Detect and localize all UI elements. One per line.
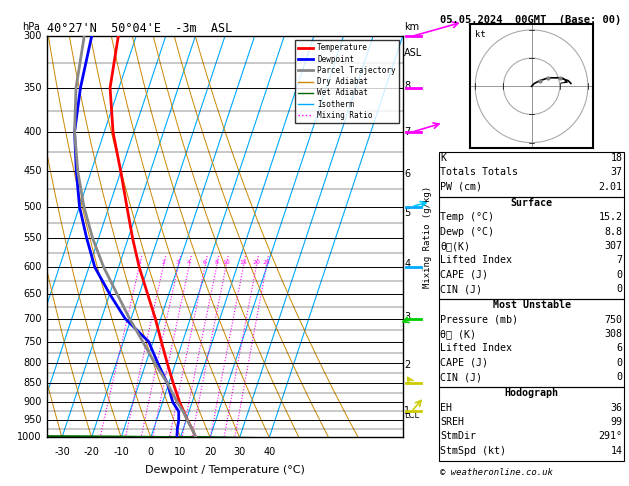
Text: 750: 750 [23, 337, 42, 347]
Text: kt: kt [475, 30, 486, 39]
Text: 37: 37 [611, 167, 623, 177]
Text: Most Unstable: Most Unstable [493, 300, 571, 311]
Text: LCL: LCL [404, 411, 420, 419]
Text: 850: 850 [23, 378, 42, 388]
Text: 8: 8 [214, 260, 218, 265]
Text: 1: 1 [137, 260, 141, 265]
Text: 0: 0 [616, 270, 623, 280]
Text: 15.2: 15.2 [599, 212, 623, 223]
Text: 4: 4 [187, 260, 191, 265]
Text: Dewpoint / Temperature (°C): Dewpoint / Temperature (°C) [145, 466, 305, 475]
Text: CIN (J): CIN (J) [440, 372, 482, 382]
Text: 2: 2 [404, 360, 411, 370]
Text: 900: 900 [23, 398, 42, 407]
Text: 10: 10 [222, 260, 230, 265]
Text: 550: 550 [23, 233, 42, 243]
Text: 15: 15 [240, 260, 247, 265]
Text: 8: 8 [404, 81, 411, 91]
Text: θᴇ (K): θᴇ (K) [440, 329, 476, 339]
Text: 3: 3 [404, 312, 411, 322]
Text: 10: 10 [174, 448, 187, 457]
Text: 25: 25 [262, 260, 270, 265]
Text: Temp (°C): Temp (°C) [440, 212, 494, 223]
Text: StmDir: StmDir [440, 431, 476, 441]
Text: 350: 350 [23, 83, 42, 93]
Text: 2.01: 2.01 [599, 182, 623, 192]
Text: 4: 4 [404, 260, 411, 270]
Text: Pressure (mb): Pressure (mb) [440, 314, 518, 325]
Text: -30: -30 [54, 448, 70, 457]
Text: 7: 7 [404, 127, 411, 137]
Text: PW (cm): PW (cm) [440, 182, 482, 192]
Text: 99: 99 [611, 417, 623, 427]
Text: 307: 307 [604, 241, 623, 251]
Text: SREH: SREH [440, 417, 464, 427]
Text: 05.05.2024  00GMT  (Base: 00): 05.05.2024 00GMT (Base: 00) [440, 15, 621, 25]
Text: Lifted Index: Lifted Index [440, 343, 512, 353]
Text: 0: 0 [616, 358, 623, 368]
Text: 700: 700 [23, 313, 42, 324]
Text: Dewp (°C): Dewp (°C) [440, 226, 494, 237]
Text: 40: 40 [263, 448, 276, 457]
Text: 600: 600 [23, 262, 42, 272]
Text: K: K [440, 153, 447, 163]
Text: 7: 7 [616, 255, 623, 265]
Text: StmSpd (kt): StmSpd (kt) [440, 446, 506, 456]
Text: 0: 0 [616, 284, 623, 294]
Text: EH: EH [440, 402, 452, 413]
Text: 400: 400 [23, 127, 42, 137]
Text: 1000: 1000 [18, 433, 42, 442]
Text: 20: 20 [204, 448, 216, 457]
Legend: Temperature, Dewpoint, Parcel Trajectory, Dry Adiabat, Wet Adiabat, Isotherm, Mi: Temperature, Dewpoint, Parcel Trajectory… [295, 40, 399, 123]
Text: Mixing Ratio (g/kg): Mixing Ratio (g/kg) [423, 186, 432, 288]
Text: 2: 2 [161, 260, 165, 265]
Text: 950: 950 [23, 416, 42, 425]
Text: 8.8: 8.8 [604, 226, 623, 237]
Text: 6: 6 [404, 169, 411, 179]
Text: Surface: Surface [511, 198, 552, 208]
Text: CAPE (J): CAPE (J) [440, 270, 488, 280]
Text: -10: -10 [113, 448, 129, 457]
Text: 20: 20 [252, 260, 260, 265]
Text: 650: 650 [23, 289, 42, 299]
Text: 5: 5 [404, 208, 411, 218]
Text: 36: 36 [611, 402, 623, 413]
Text: ASL: ASL [404, 49, 423, 58]
Text: © weatheronline.co.uk: © weatheronline.co.uk [440, 468, 553, 477]
Text: 18: 18 [611, 153, 623, 163]
Text: 0: 0 [148, 448, 154, 457]
Text: CAPE (J): CAPE (J) [440, 358, 488, 368]
Text: Totals Totals: Totals Totals [440, 167, 518, 177]
Text: θᴇ(K): θᴇ(K) [440, 241, 470, 251]
Text: km: km [404, 22, 420, 33]
Text: hPa: hPa [22, 22, 40, 33]
Text: 300: 300 [23, 32, 42, 41]
Text: 3: 3 [176, 260, 180, 265]
Text: 291°: 291° [599, 431, 623, 441]
Text: 450: 450 [23, 167, 42, 176]
Text: CIN (J): CIN (J) [440, 284, 482, 294]
Text: 0: 0 [616, 372, 623, 382]
Text: 750: 750 [604, 314, 623, 325]
Text: -20: -20 [84, 448, 99, 457]
Text: Lifted Index: Lifted Index [440, 255, 512, 265]
Text: 30: 30 [233, 448, 246, 457]
Text: 14: 14 [611, 446, 623, 456]
Text: 800: 800 [23, 358, 42, 368]
Text: Hodograph: Hodograph [504, 388, 559, 399]
Text: 6: 6 [203, 260, 207, 265]
Text: 1: 1 [404, 406, 411, 417]
Text: 6: 6 [616, 343, 623, 353]
Text: 500: 500 [23, 202, 42, 211]
Text: 40°27'N  50°04'E  -3m  ASL: 40°27'N 50°04'E -3m ASL [47, 22, 233, 35]
Text: 308: 308 [604, 329, 623, 339]
